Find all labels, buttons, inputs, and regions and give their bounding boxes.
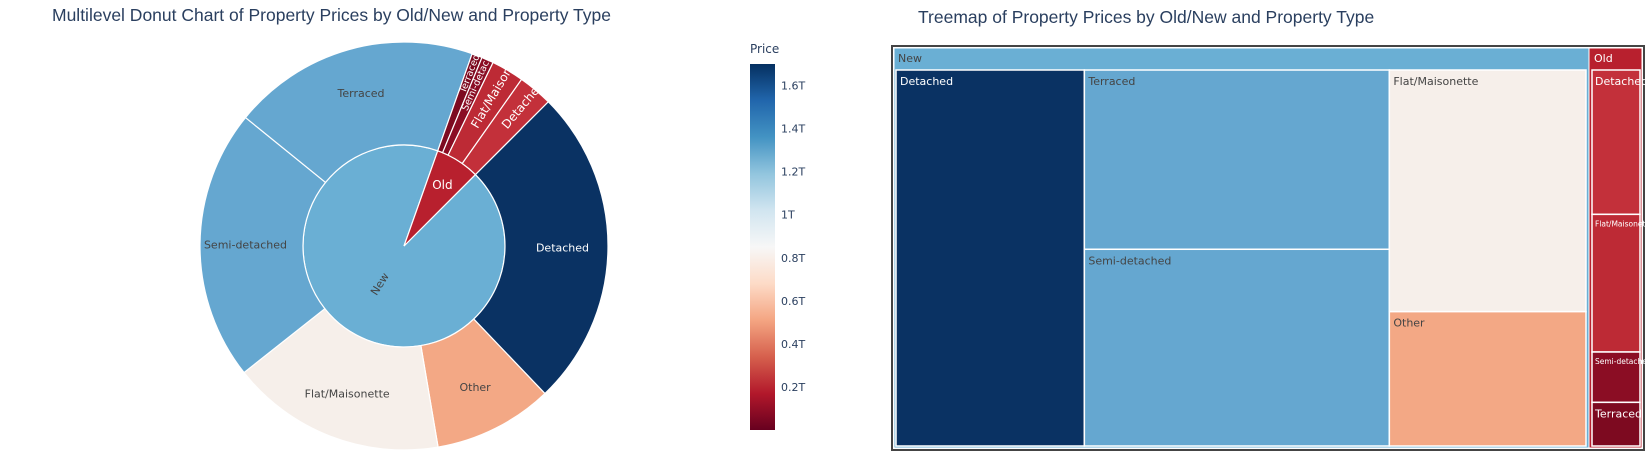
donut-outer-slice-new-terraced[interactable] [244, 41, 473, 184]
colorbar-tick-label: 1.2T [781, 166, 805, 179]
treemap-tile-new-semi-detached[interactable] [1083, 248, 1391, 447]
treemap-tile-label-old-flat-maisonette: Flat/Maisonette [1595, 219, 1650, 228]
treemap-tile-new-flat-maisonette[interactable] [1388, 69, 1587, 313]
donut-outer-label-new-other: Other [459, 381, 491, 394]
treemap-tile-label-new: New [898, 52, 922, 65]
colorbar: Price 0.2T 0.4T 0.6T 0.8T 1T 1.2T 1.4T 1.6T [750, 42, 805, 430]
treemap-tile-label-old: Old [1594, 52, 1613, 65]
colorbar-tick-label: 1.6T [781, 80, 805, 93]
treemap-tile-new-terraced[interactable] [1083, 69, 1391, 251]
treemap-tile-old-semi-detached[interactable] [1591, 351, 1641, 404]
treemap-tile-label-new-other: Other [1393, 317, 1425, 330]
treemap-tile-label-new-semi-detached: Semi-detached [1088, 254, 1171, 267]
colorbar-tick-label: 0.6T [781, 295, 805, 308]
treemap-tile-new-other[interactable] [1388, 310, 1587, 447]
treemap-tile-label-old-detached: Detached [1595, 75, 1648, 88]
treemap-tile-old-flat-maisonette[interactable] [1591, 213, 1641, 353]
treemap-tile-label-new-terraced: Terraced [1087, 75, 1135, 88]
donut-outer-slice-new-semi-detached[interactable] [199, 116, 327, 374]
donut-chart: Detached Other Flat/Maisonette Semi-detache… [199, 41, 609, 451]
colorbar-tick-label: 0.4T [781, 338, 805, 351]
colorbar-tick-label: 0.2T [781, 381, 805, 394]
treemap-tile-new-detached[interactable] [895, 69, 1086, 447]
donut-outer-label-new-terraced: Terraced [337, 87, 385, 100]
colorbar-tick-label: 1T [781, 209, 795, 222]
donut-outer-slice-new-detached[interactable] [472, 100, 609, 395]
treemap-tile-old-terraced[interactable] [1591, 401, 1641, 447]
treemap-tile-old-detached[interactable] [1591, 69, 1641, 216]
treemap-tile-label-new-detached: Detached [900, 75, 953, 88]
donut-outer-label-new-semi-detached: Semi-detached [204, 239, 287, 252]
donut-chart-title: Multilevel Donut Chart of Property Price… [52, 5, 611, 25]
colorbar-gradient [750, 64, 775, 430]
colorbar-tick-label: 1.4T [781, 123, 805, 136]
colorbar-title: Price [750, 42, 779, 56]
donut-outer-slice-old-detached[interactable] [461, 78, 550, 176]
treemap-chart-title: Treemap of Property Prices by Old/New an… [918, 7, 1374, 27]
donut-outer-slice-new-flat-maisonette[interactable] [243, 307, 439, 451]
treemap-tile-label-new-flat-maisonette: Flat/Maisonette [1393, 75, 1478, 88]
donut-outer-label-new-detached: Detached [536, 241, 589, 254]
donut-inner-label-old: Old [432, 178, 452, 192]
donut-outer-label-new-flat-maisonette: Flat/Maisonette [305, 387, 390, 400]
treemap-tile-label-old-terraced: Terraced [1594, 407, 1642, 420]
treemap-tile-label-old-semi-detached: Semi-detached [1595, 357, 1650, 366]
colorbar-tick-label: 0.8T [781, 252, 805, 265]
treemap-chart: New Old Detached Terraced Semi-detached Flat/… [891, 45, 1650, 451]
